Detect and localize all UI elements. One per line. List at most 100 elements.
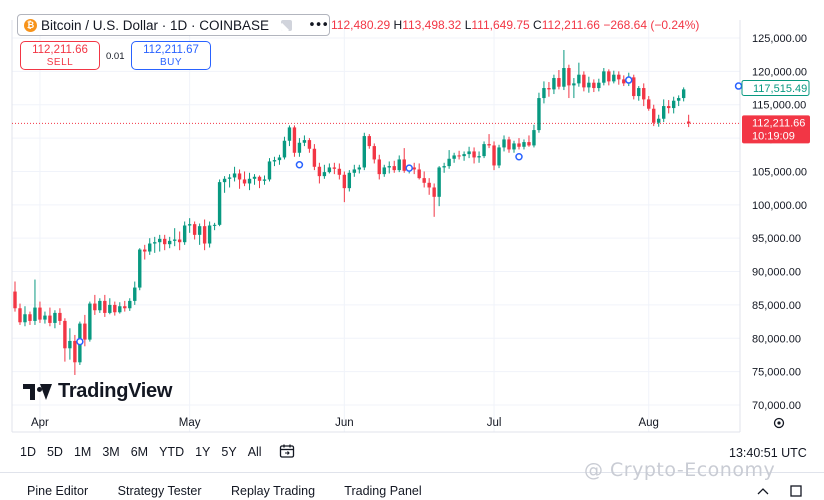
candle bbox=[372, 143, 376, 164]
candle bbox=[312, 144, 317, 171]
candle-body bbox=[177, 239, 182, 243]
candle-body bbox=[447, 158, 451, 167]
candle-body bbox=[317, 166, 322, 177]
gear-icon[interactable] bbox=[773, 417, 785, 429]
candle bbox=[63, 318, 67, 362]
symbol-header[interactable]: ₿ Bitcoin / U.S. Dollar · 1D · COINBASE … bbox=[17, 14, 330, 36]
tab-pine-editor[interactable]: Pine Editor bbox=[27, 484, 89, 498]
candle bbox=[272, 156, 277, 167]
tradingview-logo[interactable]: TradingView bbox=[23, 380, 172, 403]
range-1d[interactable]: 1D bbox=[20, 445, 36, 459]
candle-body bbox=[197, 226, 202, 235]
candle-body bbox=[372, 146, 376, 160]
buy-button[interactable]: 112,211.67 BUY bbox=[131, 41, 211, 70]
candle-body bbox=[377, 159, 381, 175]
candle-body bbox=[88, 303, 92, 340]
range-3m[interactable]: 3M bbox=[102, 445, 120, 459]
range-5y[interactable]: 5Y bbox=[221, 445, 237, 459]
candle-body bbox=[492, 145, 496, 166]
symbol-title[interactable]: Bitcoin / U.S. Dollar · 1D · COINBASE bbox=[41, 17, 270, 33]
event-marker bbox=[295, 161, 304, 169]
candle bbox=[457, 150, 461, 160]
time-tick-label: May bbox=[179, 417, 201, 429]
candle bbox=[622, 75, 626, 87]
candle-body bbox=[632, 77, 636, 97]
candle-body bbox=[207, 225, 212, 244]
range-1y[interactable]: 1Y bbox=[195, 445, 211, 459]
candle-body bbox=[148, 243, 152, 252]
event-marker bbox=[76, 337, 84, 346]
candle-body bbox=[267, 161, 272, 180]
candle bbox=[427, 178, 431, 195]
sell-price: 112,211.66 bbox=[32, 44, 88, 56]
candle bbox=[302, 135, 307, 147]
range-all[interactable]: All bbox=[247, 445, 262, 459]
tab-strategy-tester[interactable]: Strategy Tester bbox=[117, 484, 202, 498]
candle-body bbox=[292, 127, 297, 153]
candle-body bbox=[542, 88, 546, 99]
candle-body bbox=[387, 166, 391, 168]
candle bbox=[507, 136, 511, 153]
candle bbox=[252, 174, 257, 185]
candle bbox=[88, 301, 92, 342]
calendar-icon[interactable] bbox=[279, 443, 295, 459]
range-6m[interactable]: 6M bbox=[130, 445, 149, 459]
tab-replay-trading[interactable]: Replay Trading bbox=[230, 484, 316, 498]
tab-trading-panel[interactable]: Trading Panel bbox=[344, 484, 422, 498]
candle-body bbox=[622, 79, 626, 84]
candle bbox=[287, 125, 292, 147]
range-ytd[interactable]: YTD bbox=[159, 445, 185, 459]
last-price-label: 112,211.66 bbox=[752, 117, 805, 129]
candle bbox=[167, 236, 172, 249]
candle-body bbox=[118, 306, 122, 313]
square-icon[interactable] bbox=[790, 485, 802, 497]
close-label: C bbox=[533, 18, 542, 32]
range-5d[interactable]: 5D bbox=[46, 445, 63, 459]
candle bbox=[337, 163, 342, 180]
candle-body bbox=[247, 178, 252, 184]
square-icon[interactable] bbox=[281, 19, 293, 31]
candle-body bbox=[23, 314, 27, 323]
bar-countdown: 10:19:09 bbox=[752, 130, 795, 142]
candle bbox=[487, 134, 491, 149]
candle bbox=[552, 74, 556, 95]
utc-clock[interactable]: 13:40:51 UTC bbox=[729, 446, 807, 460]
candle bbox=[18, 303, 22, 325]
candle-body bbox=[487, 144, 491, 146]
candle-body bbox=[507, 139, 511, 150]
candle bbox=[163, 234, 167, 251]
candle bbox=[317, 162, 322, 184]
candle bbox=[617, 71, 621, 85]
candle bbox=[247, 172, 252, 191]
candle-body bbox=[58, 312, 62, 321]
sell-button[interactable]: 112,211.66 SELL bbox=[20, 41, 100, 70]
candle-body bbox=[128, 300, 132, 309]
candle bbox=[113, 301, 117, 316]
candle bbox=[417, 163, 421, 180]
candle-body bbox=[48, 315, 52, 323]
candle-body bbox=[282, 140, 287, 158]
candle-body bbox=[347, 172, 352, 189]
candle-body bbox=[242, 179, 247, 184]
more-icon[interactable]: ••• bbox=[308, 17, 329, 33]
candle-body bbox=[352, 169, 357, 173]
range-1m[interactable]: 1M bbox=[73, 445, 92, 459]
candle-body bbox=[537, 98, 541, 131]
high-label: H bbox=[393, 18, 403, 32]
candle bbox=[352, 164, 357, 177]
candle bbox=[43, 311, 47, 324]
candle-body bbox=[647, 99, 651, 109]
candle bbox=[587, 76, 591, 93]
candle-body bbox=[182, 225, 187, 243]
candle bbox=[237, 169, 242, 189]
candle bbox=[103, 294, 107, 317]
candle bbox=[676, 95, 681, 107]
candle bbox=[277, 154, 282, 165]
candle-body bbox=[477, 156, 481, 158]
candle-body bbox=[158, 238, 162, 243]
candle bbox=[93, 294, 97, 315]
candle-body bbox=[53, 312, 57, 323]
chevron-up-icon[interactable] bbox=[757, 488, 769, 495]
candle-body bbox=[637, 88, 641, 97]
